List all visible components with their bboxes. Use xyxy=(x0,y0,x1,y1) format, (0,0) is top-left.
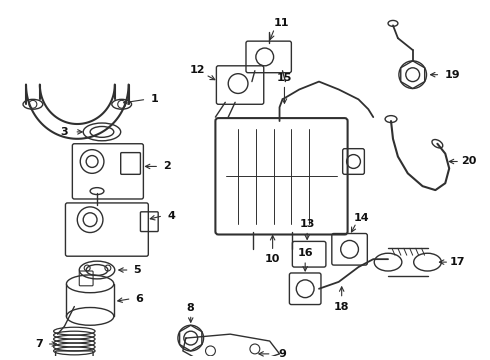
Text: 12: 12 xyxy=(190,65,205,75)
Text: 20: 20 xyxy=(461,157,477,166)
Text: 1: 1 xyxy=(150,94,158,104)
Text: 6: 6 xyxy=(136,294,144,303)
Text: 8: 8 xyxy=(187,302,195,312)
Text: 14: 14 xyxy=(354,213,369,223)
Text: 16: 16 xyxy=(297,248,313,258)
Text: 17: 17 xyxy=(449,257,465,267)
Text: 4: 4 xyxy=(167,211,175,221)
Text: 19: 19 xyxy=(444,70,460,80)
Text: 2: 2 xyxy=(163,161,171,171)
Text: 15: 15 xyxy=(277,73,292,83)
Text: 3: 3 xyxy=(61,127,68,137)
Text: 11: 11 xyxy=(274,18,289,28)
Text: 10: 10 xyxy=(265,254,280,264)
Text: 9: 9 xyxy=(278,349,287,359)
Text: 13: 13 xyxy=(299,219,315,229)
Text: 18: 18 xyxy=(334,302,349,311)
Text: 7: 7 xyxy=(35,339,43,349)
Text: 5: 5 xyxy=(134,265,141,275)
